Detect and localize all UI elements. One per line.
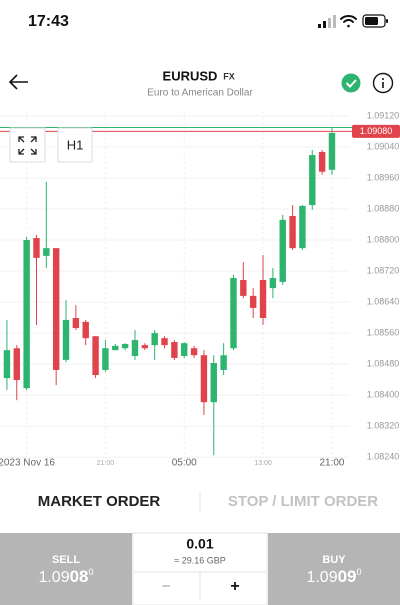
candle-body [190, 348, 198, 356]
expand-button[interactable] [9, 127, 46, 163]
candle-body [309, 155, 316, 206]
price-tag-label: 1.09080 [360, 126, 393, 136]
candle-body [3, 350, 11, 379]
candle-body [43, 248, 50, 256]
price-part: 08 [70, 567, 89, 586]
status-check[interactable] [341, 73, 361, 93]
candle-body [328, 132, 336, 170]
price-part: 0 [357, 567, 362, 577]
symbol: EURUSD [163, 68, 218, 83]
amount-note: ≈ 29.16 GBP [174, 555, 225, 565]
chart: 1.09120 1.09040 1.08960 1.08880 1.08800 1.087… [0, 110, 400, 469]
candle-body [33, 238, 40, 258]
candle-body [269, 278, 277, 289]
candle-body [171, 342, 178, 358]
y-tick-label: 1.08640 [367, 296, 400, 306]
candle-body [181, 343, 188, 356]
price-part: 1.09 [306, 569, 337, 586]
wifi-icon [340, 15, 357, 28]
candle-body [279, 219, 286, 282]
candle-body [23, 240, 30, 389]
candle-body [249, 295, 257, 308]
candle-body [72, 317, 80, 329]
candle-body [151, 333, 158, 346]
x-tick-label: 05:00 [172, 458, 197, 469]
back-button[interactable] [8, 74, 28, 90]
y-tick-label: 1.08480 [367, 359, 400, 369]
candle-body [289, 215, 296, 249]
candle-body [62, 319, 70, 360]
y-tick-label: 1.08320 [367, 421, 400, 431]
candle-body [52, 248, 60, 370]
clock: 17:43 [28, 13, 69, 30]
candle-body [13, 348, 20, 381]
x-tick-label: 13:00 [254, 460, 272, 467]
y-tick-label: 1.09040 [367, 141, 400, 151]
y-tick-label: 1.08400 [367, 390, 400, 400]
candle-body [161, 338, 168, 346]
sell-label: SELL [52, 554, 80, 566]
x-tick-label: 21:00 [319, 458, 344, 469]
candle-body [92, 336, 99, 376]
price-part: 09 [338, 567, 357, 586]
sell-price: 1.09080 [38, 567, 93, 586]
candle-body [121, 343, 129, 349]
price-part: 0 [89, 567, 94, 577]
signal-icon [318, 15, 336, 28]
buy-label: BUY [322, 554, 346, 566]
candle-body [102, 348, 109, 370]
y-tick-label: 1.09120 [367, 110, 400, 120]
candle-body [200, 355, 208, 403]
y-tick-label: 1.08880 [367, 203, 400, 213]
y-tick-label: 1.08240 [367, 452, 400, 462]
buy-button[interactable] [268, 533, 400, 605]
badge: FX [223, 71, 235, 81]
candle-body [141, 345, 149, 349]
candle-body [220, 355, 227, 370]
candle-body [131, 340, 139, 356]
price-part: 1.09 [38, 569, 69, 586]
candle-body [230, 278, 237, 349]
x-tick-label: 21:00 [97, 460, 115, 467]
timeframe[interactable]: H1 [67, 137, 84, 152]
candle-body [259, 279, 267, 318]
y-tick-label: 1.08800 [367, 234, 400, 244]
candle-body [82, 321, 89, 339]
plus-button[interactable]: + [230, 578, 239, 595]
y-tick-label: 1.08720 [367, 265, 400, 275]
candle-body [318, 151, 326, 172]
candle-body [240, 279, 247, 296]
subtitle: Euro to American Dollar [147, 88, 253, 99]
candle-body [112, 345, 119, 351]
tab-stop-limit[interactable]: STOP / LIMIT ORDER [228, 493, 378, 510]
sell-button[interactable] [0, 533, 132, 605]
amount[interactable]: 0.01 [186, 536, 213, 552]
buy-price: 1.09090 [306, 567, 361, 586]
x-tick-label: 2023 Nov 16 [0, 458, 55, 469]
tab-market[interactable]: MARKET ORDER [38, 493, 161, 510]
price-tag [352, 124, 400, 138]
timeframe-button[interactable] [57, 127, 93, 163]
candle-body [299, 205, 306, 249]
candle-body [210, 362, 217, 403]
info-button[interactable] [372, 72, 394, 94]
y-tick-label: 1.08560 [367, 327, 400, 337]
y-tick-label: 1.08960 [367, 172, 400, 182]
battery-icon [362, 14, 388, 28]
minus-button[interactable]: − [162, 578, 171, 595]
